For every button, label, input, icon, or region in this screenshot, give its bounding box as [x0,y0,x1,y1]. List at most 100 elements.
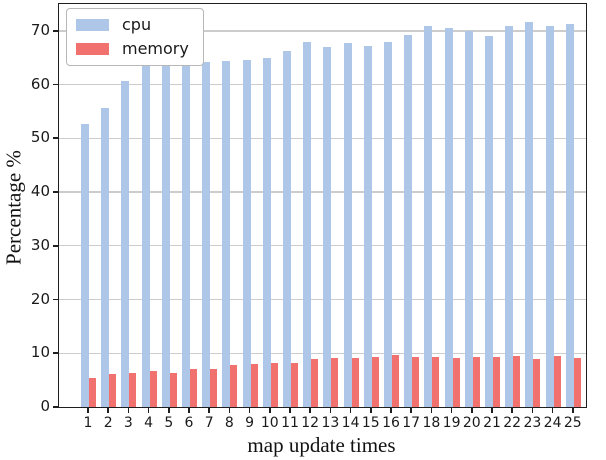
x-tick-label: 25 [563,415,582,431]
x-tick-label: 20 [462,415,481,431]
gridline-40 [59,191,586,193]
bar-memory-4 [149,371,157,407]
y-tick-mark-10 [53,352,58,355]
y-tick-mark-70 [53,29,58,32]
bar-cpu-6 [182,60,190,407]
bar-memory-13 [331,358,339,407]
bar-cpu-22 [505,26,514,407]
bar-cpu-2 [101,107,110,407]
bar-memory-11 [291,362,298,407]
x-tick-mark-13 [329,408,332,413]
bar-cpu-23 [525,22,534,407]
x-tick-label: 5 [164,415,174,431]
bar-memory-20 [472,356,480,407]
bar-memory-6 [190,368,197,407]
x-tick-mark-6 [188,408,190,413]
bar-cpu-18 [424,25,433,407]
x-tick-mark-10 [268,408,271,413]
legend-label-memory: memory [122,39,189,58]
bar-cpu-15 [363,46,372,407]
bar-memory-5 [169,372,177,407]
y-tick-label: 30 [30,235,50,254]
gridline-50 [59,137,586,140]
x-tick-label: 2 [103,415,113,431]
bar-cpu-5 [161,64,170,407]
bar-memory-22 [513,355,521,407]
x-tick-mark-14 [349,408,352,413]
bar-memory-1 [89,377,96,407]
legend: cpu memory [66,8,204,66]
bar-cpu-13 [323,47,332,407]
legend-item-cpu: cpu [76,16,189,33]
bar-memory-14 [351,357,359,407]
x-tick-mark-20 [470,408,473,413]
y-tick-mark-40 [53,191,58,193]
bar-cpu-11 [283,50,291,407]
x-tick-mark-1 [87,408,89,413]
y-tick-mark-0 [53,406,58,408]
x-tick-mark-22 [511,408,514,413]
bar-memory-12 [311,359,319,407]
x-tick-label: 8 [224,415,234,431]
bar-memory-10 [270,363,278,407]
gridline-30 [59,245,586,247]
x-tick-mark-3 [127,408,130,413]
gridline-20 [59,298,586,301]
x-tick-mark-11 [289,408,291,413]
x-axis-title: map update times [247,433,396,457]
x-tick-label: 13 [321,415,340,431]
y-tick-label: 0 [40,397,50,415]
x-tick-mark-12 [309,408,312,413]
x-tick-label: 12 [301,415,320,431]
bar-memory-19 [452,357,460,407]
x-tick-label: 6 [184,415,194,431]
plot-area: cpu memory [58,3,587,408]
bar-cpu-9 [242,59,251,407]
gridline-10 [59,352,586,354]
y-tick-label: 50 [30,128,50,147]
x-tick-mark-18 [430,408,433,413]
x-tick-label: 22 [503,415,522,431]
legend-swatch-memory [76,42,109,55]
y-tick-label: 60 [30,74,50,93]
x-tick-mark-24 [551,408,554,413]
x-tick-mark-7 [208,408,211,413]
x-tick-mark-9 [248,408,251,413]
bar-cpu-20 [464,30,473,407]
x-tick-mark-5 [167,408,170,413]
x-tick-label: 4 [144,415,154,431]
bar-memory-16 [392,355,399,407]
bar-cpu-25 [565,23,574,407]
bar-cpu-1 [81,123,89,407]
x-tick-label: 19 [442,415,461,431]
x-tick-mark-23 [531,408,534,413]
x-tick-label: 23 [523,415,542,431]
bar-memory-2 [109,373,117,407]
bar-cpu-24 [545,26,554,407]
x-tick-label: 3 [123,415,133,431]
bar-cpu-14 [343,42,352,407]
bar-cpu-12 [303,41,312,407]
legend-swatch-cpu [76,18,109,31]
gridline-60 [59,83,586,86]
x-tick-label: 24 [543,415,562,431]
bar-cpu-19 [444,27,453,407]
x-tick-label: 9 [245,415,255,431]
y-tick-label: 10 [30,343,50,362]
x-tick-mark-25 [571,408,574,413]
bar-memory-18 [432,356,440,407]
x-tick-label: 7 [204,415,214,431]
bar-memory-7 [210,368,218,407]
x-tick-mark-8 [228,408,231,413]
y-tick-mark-30 [53,244,58,247]
bar-memory-8 [230,365,238,407]
x-tick-mark-2 [107,408,110,413]
bar-memory-3 [129,372,137,407]
y-tick-mark-60 [53,83,58,86]
legend-item-memory: memory [76,40,189,57]
bar-memory-17 [412,356,420,407]
x-tick-mark-16 [390,408,392,413]
y-tick-mark-20 [53,298,58,301]
x-tick-mark-21 [491,408,493,413]
